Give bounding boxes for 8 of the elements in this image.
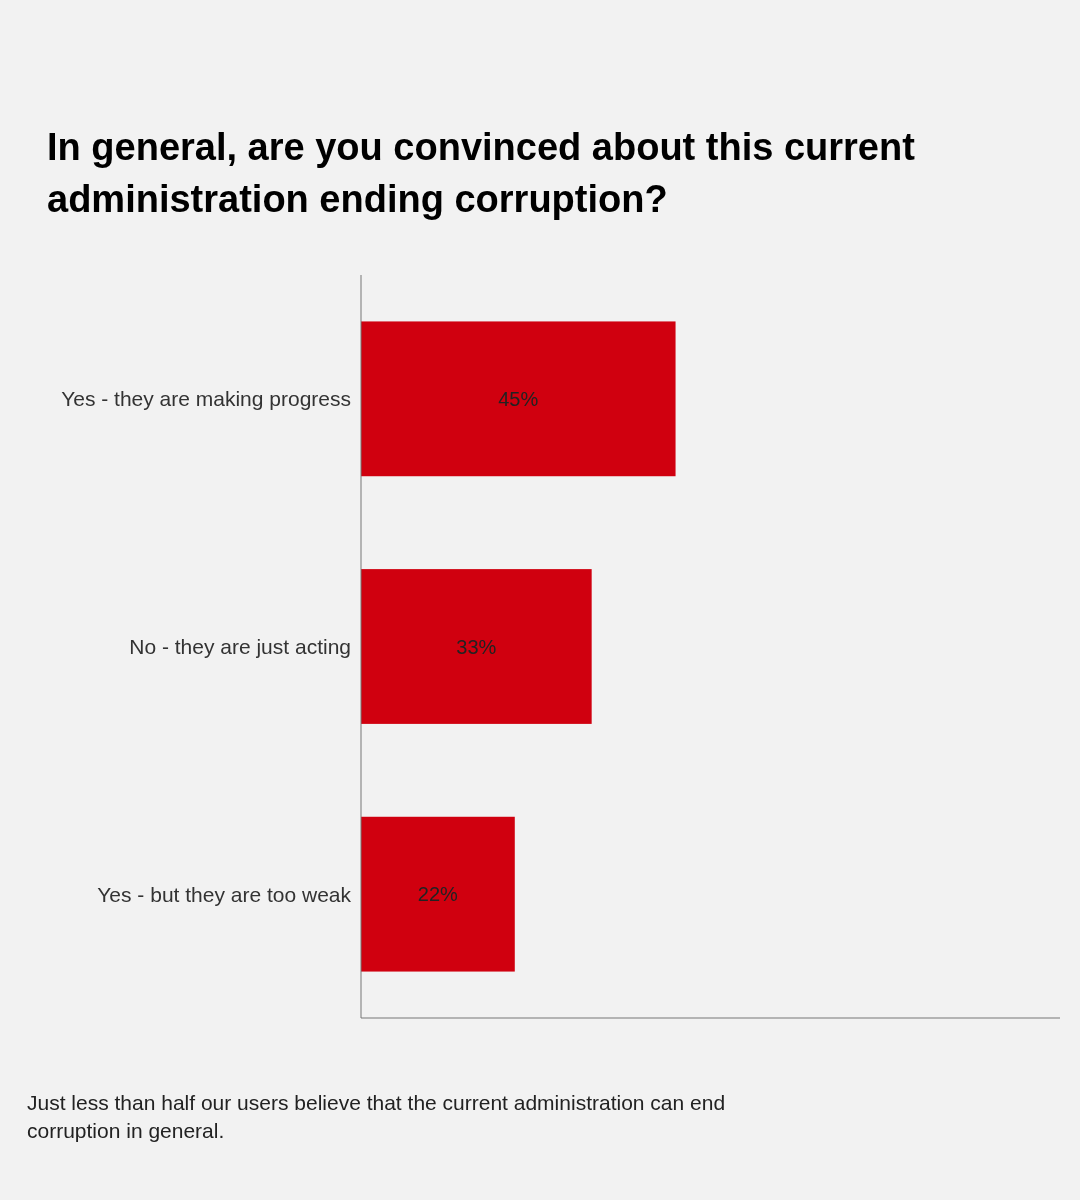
y-tick-label: No - they are just acting — [129, 634, 351, 658]
y-tick-label: Yes - but they are too weak — [97, 882, 352, 906]
data-label: 22% — [417, 883, 459, 906]
y-tick-label: Yes - they are making progress — [61, 387, 351, 411]
data-label: 33% — [456, 635, 497, 658]
data-label: 45% — [498, 387, 539, 410]
text: Just less than half our users believe that the current administration can end corruption in general. — [27, 1091, 726, 1142]
chart-title: In general, are you convinced about this current administration ending corruption? — [47, 126, 916, 220]
